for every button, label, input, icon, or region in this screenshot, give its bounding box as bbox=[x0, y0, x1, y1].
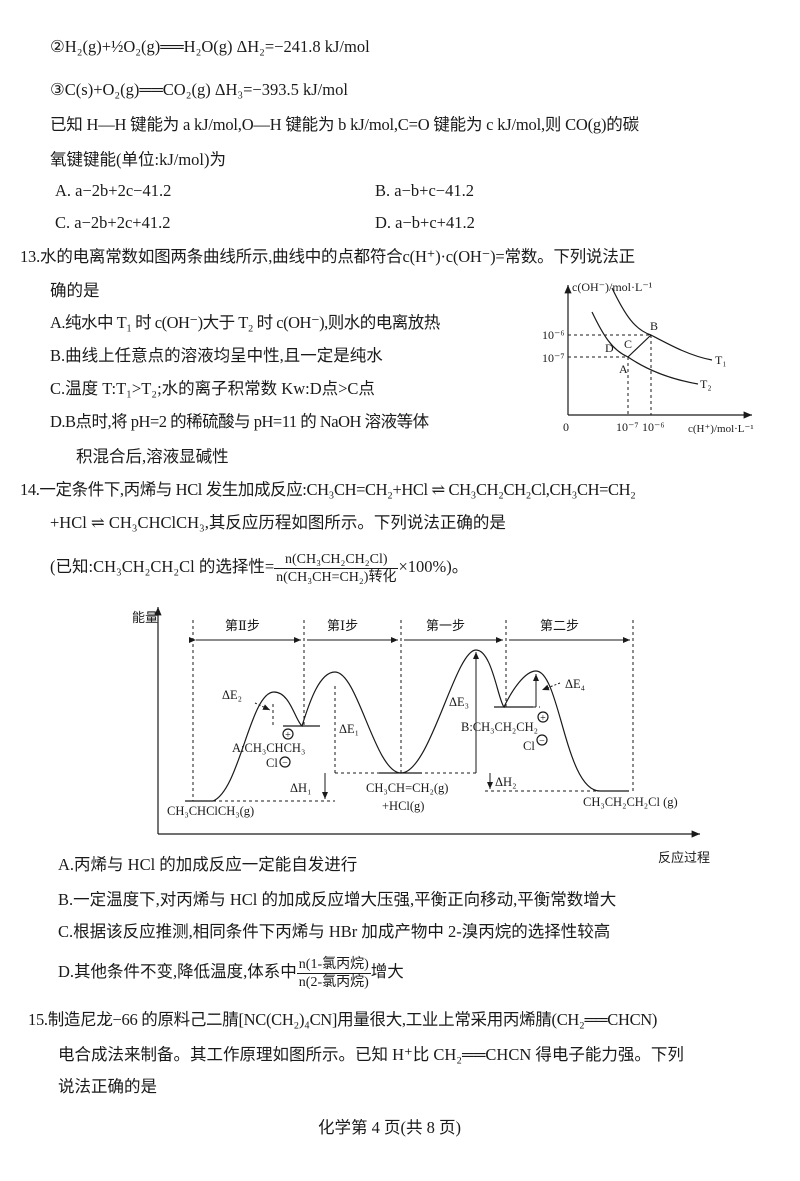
q14-option-a: A.丙烯与 HCl 的加成反应一定能自发进行 bbox=[58, 855, 358, 874]
q12-option-b: B. a−b+c−41.2 bbox=[375, 181, 474, 200]
intermediate-a-label: A:CH₃CHCH₃ bbox=[232, 741, 305, 755]
kw-ylabel: c(OH⁻)/mol·L⁻¹ bbox=[572, 280, 653, 294]
option-d-prefix: D.其他条件不变,降低温度,体系中 bbox=[58, 962, 297, 981]
q15-stem-line3: 说法正确的是 bbox=[58, 1077, 157, 1096]
q13-option-a: A.纯水中 T₁ 时 c(OH⁻)大于 T₂ 时 c(OH⁻),则水的电离放热 bbox=[50, 313, 440, 332]
known-suffix: ×100%)。 bbox=[398, 557, 469, 576]
minus-charge-a bbox=[279, 756, 291, 768]
dh1-label: ΔH₁ bbox=[290, 781, 311, 795]
q12-stem-line2: 氧键键能(单位:kJ/mol)为 bbox=[50, 150, 226, 169]
known-prefix: (已知:CH₃CH₂CH₂Cl 的选择性= bbox=[50, 557, 275, 576]
process-axis-label: 反应过程 bbox=[658, 850, 710, 865]
q14-stem-line2: +HCl ⇌ CH₃CHClCH₃,其反应历程如图所示。下列说法正确的是 bbox=[50, 513, 506, 532]
kw-ytick: 10⁻⁶ bbox=[542, 328, 565, 342]
curve-label-t2: T₂ bbox=[700, 377, 712, 391]
q14-option-b: B.一定温度下,对丙烯与 HCl 的加成反应增大压强,平衡正向移动,平衡常数增大 bbox=[58, 890, 617, 909]
step-label: 第Ⅰ步 bbox=[327, 618, 358, 633]
minus-sign: − bbox=[539, 736, 545, 747]
product-left-label: CH₃CHClCH₃(g) bbox=[167, 804, 254, 818]
dh2-label: ΔH₂ bbox=[495, 775, 516, 789]
de1-label: ΔE₁ bbox=[339, 722, 359, 736]
q13-option-c: C.温度 T:T₁>T₂;水的离子积常数 Kw:D点>C点 bbox=[50, 379, 375, 398]
q15-stem-line2: 电合成法来制备。其工作原理如图所示。已知 H⁺比 CH₂══CHCN 得电子能力… bbox=[58, 1045, 684, 1064]
q14-option-c: C.根据该反应推测,相同条件下丙烯与 HBr 加成产物中 2-溴丙烷的选择性较高 bbox=[58, 922, 611, 941]
fraction-numerator: n(1-氯丙烷) bbox=[296, 956, 371, 974]
page-footer: 化学第 4 页(共 8 页) bbox=[318, 1118, 461, 1137]
kw-graph bbox=[564, 285, 752, 419]
q12-option-a: A. a−2b+2c−41.2 bbox=[55, 181, 172, 200]
de4-pointer bbox=[541, 682, 561, 691]
energy-axis-label: 能量 bbox=[132, 610, 158, 625]
kw-xtick: 10⁻⁶ bbox=[642, 420, 665, 434]
q15-stem-line1: 15.制造尼龙−66 的原料己二腈[NC(CH₂)₄CN]用量很大,工业上常采用… bbox=[28, 1010, 658, 1029]
kw-ytick: 10⁻⁷ bbox=[542, 351, 565, 365]
reactant-label: CH₃CH=CH₂(g) bbox=[366, 781, 448, 795]
fraction-numerator: n(CH₃CH₂CH₂Cl) bbox=[274, 551, 399, 569]
q14-known-note: (已知:CH₃CH₂CH₂Cl 的选择性= n(CH₃CH₂CH₂Cl) n(CH₃… bbox=[50, 548, 468, 586]
kw-xtick: 10⁻⁷ bbox=[616, 420, 639, 434]
point-a: A bbox=[619, 362, 628, 376]
fraction-denominator: n(CH₃CH=CH₂)转化 bbox=[276, 569, 397, 585]
de4-label: ΔE₄ bbox=[565, 677, 585, 691]
energy-diagram bbox=[154, 607, 700, 838]
q12-option-d: D. a−b+c+41.2 bbox=[375, 213, 475, 232]
intermediate-a-cl: Cl bbox=[266, 756, 278, 770]
plus-charge-b bbox=[537, 711, 549, 723]
point-b: B bbox=[650, 319, 658, 333]
q12-stem-line1: 已知 H—H 键能为 a kJ/mol,O—H 键能为 b kJ/mol,C=O… bbox=[50, 115, 639, 134]
point-c: C bbox=[624, 337, 632, 351]
intermediate-b-label: B:CH₃CH₂CH₂ bbox=[461, 720, 538, 734]
q13-option-d-cont: 积混合后,溶液显碱性 bbox=[76, 447, 229, 466]
energy-curve bbox=[185, 649, 629, 802]
de3-label: ΔE₃ bbox=[449, 695, 469, 709]
q13-option-d: D.B点时,将 pH=2 的稀硫酸与 pH=11 的 NaOH 溶液等体 bbox=[50, 412, 429, 431]
q13-option-b: B.曲线上任意点的溶液均呈中性,且一定是纯水 bbox=[50, 346, 383, 365]
q14-option-d: D.其他条件不变,降低温度,体系中 n(1-氯丙烷) n(2-氯丙烷) 增大 bbox=[58, 953, 404, 991]
plus-sign: + bbox=[285, 730, 291, 741]
fraction-denominator: n(2-氯丙烷) bbox=[298, 974, 369, 990]
selectivity-fraction: n(CH₃CH₂CH₂Cl) n(CH₃CH=CH₂)转化 bbox=[274, 551, 399, 586]
step-label: 第一步 bbox=[426, 618, 465, 633]
q12-option-c: C. a−2b+2c+41.2 bbox=[55, 213, 171, 232]
equation-2: ②H₂(g)+½O₂(g)══H₂O(g) ΔH₂=−241.8 kJ/mol bbox=[50, 37, 370, 56]
reactant-hcl-label: +HCl(g) bbox=[382, 799, 424, 813]
option-d-suffix: 增大 bbox=[370, 962, 404, 981]
minus-charge-b bbox=[536, 734, 548, 746]
equation-3: ③C(s)+O₂(g)══CO₂(g) ΔH₃=−393.5 kJ/mol bbox=[50, 80, 348, 99]
intermediate-b-cl: Cl bbox=[523, 739, 535, 753]
de2-label: ΔE₂ bbox=[222, 688, 242, 702]
q13-stem-line2: 确的是 bbox=[50, 281, 100, 300]
plus-sign: + bbox=[540, 713, 546, 724]
step-label: 第Ⅱ步 bbox=[225, 618, 260, 633]
product-right-label: CH₃CH₂CH₂Cl (g) bbox=[583, 795, 678, 809]
de2-pointer bbox=[254, 702, 271, 711]
minus-sign: − bbox=[282, 758, 288, 769]
plus-charge-a bbox=[282, 728, 294, 740]
step-label: 第二步 bbox=[540, 618, 579, 633]
ratio-fraction: n(1-氯丙烷) n(2-氯丙烷) bbox=[296, 956, 371, 991]
q13-stem-line1: 13.水的电离常数如图两条曲线所示,曲线中的点都符合c(H⁺)·c(OH⁻)=常… bbox=[20, 247, 635, 266]
kw-origin: 0 bbox=[563, 420, 569, 434]
a-to-b-line bbox=[627, 334, 652, 358]
kw-xlabel: c(H⁺)/mol·L⁻¹ bbox=[688, 423, 754, 435]
curve-label-t1: T₁ bbox=[715, 353, 727, 367]
point-d: D bbox=[605, 341, 614, 355]
q14-stem-line1: 14.一定条件下,丙烯与 HCl 发生加成反应:CH₃CH=CH₂+HCl ⇌ … bbox=[20, 480, 636, 499]
